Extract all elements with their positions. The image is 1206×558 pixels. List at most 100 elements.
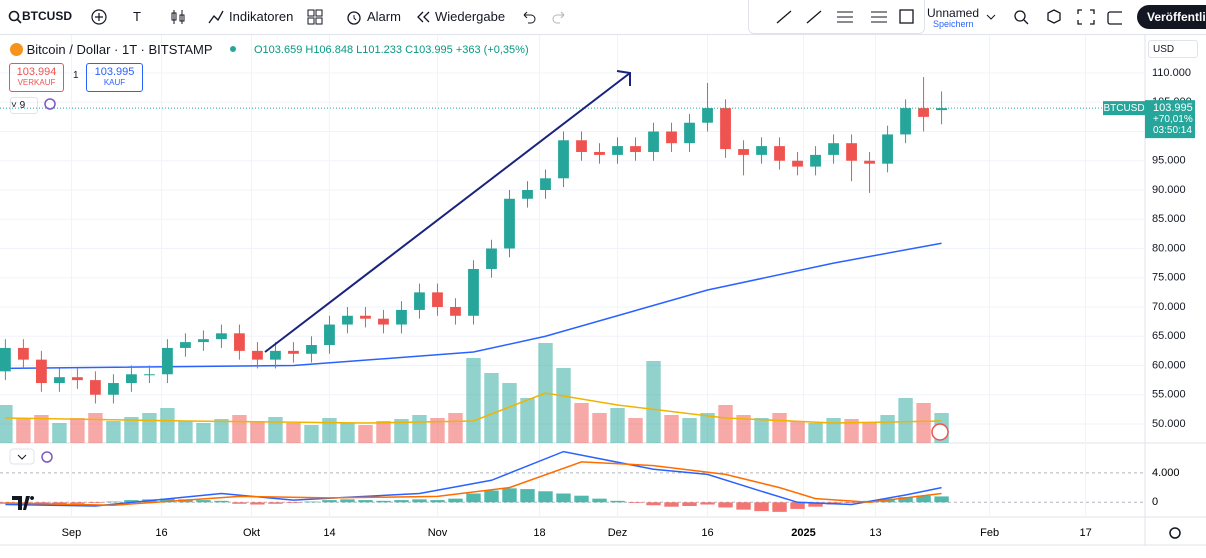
save[interactable]: Speichern bbox=[933, 19, 974, 29]
volume-bar bbox=[484, 373, 499, 443]
volume-bar bbox=[646, 361, 661, 443]
candle-body bbox=[378, 318, 389, 325]
candle-body bbox=[144, 374, 155, 376]
histogram-bar bbox=[70, 502, 85, 504]
y-tick-label: 90.000 bbox=[1152, 184, 1186, 196]
legend-ohlc: O103.659 H106.848 L101.233 C103.995 +363… bbox=[254, 44, 529, 56]
histogram-bar bbox=[124, 500, 139, 503]
histogram-bar bbox=[412, 499, 427, 503]
alarm-icon[interactable] bbox=[344, 7, 364, 27]
add-icon[interactable] bbox=[89, 7, 109, 27]
histogram-bar bbox=[376, 500, 391, 503]
y-tick-label: 55.000 bbox=[1152, 389, 1186, 401]
price-tag-change: +70,01% bbox=[1153, 114, 1193, 125]
legend-title: Bitcoin / Dollar · 1T · BITSTAMP bbox=[10, 42, 213, 57]
settings-icon bbox=[1169, 527, 1181, 539]
volume-bar bbox=[178, 421, 193, 443]
price-tag-countdown: 03:50:14 bbox=[1153, 125, 1192, 136]
histogram-bar bbox=[340, 499, 355, 503]
histogram-bar bbox=[718, 502, 733, 508]
drawing-tools[interactable] bbox=[775, 7, 915, 27]
candle-body bbox=[828, 143, 839, 155]
indicator-toggle[interactable]: ˅ 9 bbox=[10, 97, 38, 114]
moving-average-line bbox=[5, 242, 942, 370]
candle-body bbox=[234, 333, 245, 351]
indicator-icon[interactable] bbox=[207, 7, 225, 27]
histogram-bar bbox=[772, 502, 787, 512]
volume-bar bbox=[304, 425, 319, 443]
histogram-bar bbox=[898, 497, 913, 503]
volume-bar bbox=[88, 413, 103, 443]
histogram-bar bbox=[430, 500, 445, 503]
candle-body bbox=[756, 146, 767, 155]
candle-body bbox=[648, 131, 659, 152]
candle-body bbox=[702, 108, 713, 123]
right-icons[interactable] bbox=[1012, 7, 1122, 27]
search-icon[interactable] bbox=[8, 10, 22, 24]
candle-body bbox=[360, 315, 371, 319]
histogram-bar bbox=[808, 502, 823, 507]
candle-body bbox=[720, 108, 731, 150]
y-tick-label: 60.000 bbox=[1152, 359, 1186, 371]
histogram-bar bbox=[844, 502, 859, 504]
publish-button[interactable]: Veröffentlichen bbox=[1137, 5, 1206, 29]
candle-body bbox=[684, 122, 695, 144]
histogram-bar bbox=[682, 502, 697, 506]
symbol[interactable]: BTCUSD bbox=[22, 9, 72, 23]
candle-body bbox=[504, 198, 515, 249]
replay[interactable]: Wiedergabe bbox=[435, 9, 506, 24]
volume-bar bbox=[700, 413, 715, 443]
volume-bar bbox=[736, 415, 751, 443]
indicators[interactable]: Indikatoren bbox=[229, 9, 294, 24]
pane-toggle bbox=[9, 448, 35, 465]
trend-arrow bbox=[264, 70, 631, 353]
candle-body bbox=[792, 160, 803, 167]
undo-icon[interactable] bbox=[520, 7, 536, 27]
histogram-bar bbox=[700, 502, 715, 505]
volume-bar bbox=[448, 413, 463, 443]
x-tick-label: 14 bbox=[323, 527, 335, 539]
candle-body bbox=[450, 306, 461, 316]
volume-bar bbox=[772, 413, 787, 443]
volume-bar bbox=[160, 408, 175, 443]
histogram-bar bbox=[286, 502, 301, 504]
volume-bar bbox=[0, 405, 13, 443]
y-tick-label: 70.000 bbox=[1152, 301, 1186, 313]
volume-bar bbox=[358, 425, 373, 443]
volume-bar bbox=[862, 423, 877, 443]
x-tick-label: 17 bbox=[1079, 527, 1091, 539]
volume-bar bbox=[124, 417, 139, 443]
replay-icon[interactable] bbox=[414, 7, 432, 27]
histogram-bar bbox=[268, 502, 283, 504]
volume-bar bbox=[556, 368, 571, 443]
currency-select[interactable]: USD bbox=[1148, 40, 1198, 58]
histogram-bar bbox=[304, 501, 319, 503]
toolbar: BTCUSD T Indikatoren Alarm Wiedergabe Un… bbox=[0, 0, 1206, 35]
text-tool[interactable]: T bbox=[133, 9, 141, 24]
candles-icon[interactable] bbox=[170, 7, 186, 27]
volume-bar bbox=[412, 415, 427, 443]
candle-body bbox=[540, 178, 551, 190]
histogram-bar bbox=[736, 502, 751, 510]
layout-name[interactable]: Unnamed bbox=[927, 6, 980, 20]
buy-button[interactable]: 103.995 KAUF bbox=[86, 63, 143, 92]
candle-body bbox=[180, 342, 191, 348]
volume-bar bbox=[214, 419, 229, 443]
redo-icon[interactable] bbox=[552, 7, 568, 27]
volume-bar bbox=[196, 423, 211, 443]
alert[interactable]: Alarm bbox=[367, 9, 401, 24]
histogram-bar bbox=[592, 498, 607, 503]
histogram-bar bbox=[484, 490, 499, 503]
layout-icon[interactable] bbox=[306, 7, 324, 27]
sell-button[interactable]: 103.994 VERKAUF bbox=[9, 63, 64, 92]
candle-body bbox=[216, 333, 227, 340]
histogram-bar bbox=[520, 489, 535, 503]
candle-body bbox=[324, 324, 335, 346]
x-tick-label: 13 bbox=[869, 527, 881, 539]
chevron[interactable] bbox=[985, 7, 997, 27]
volume-bar bbox=[142, 413, 157, 443]
volume-bar bbox=[898, 398, 913, 443]
candle-body bbox=[432, 292, 443, 307]
candle-body bbox=[0, 347, 11, 372]
